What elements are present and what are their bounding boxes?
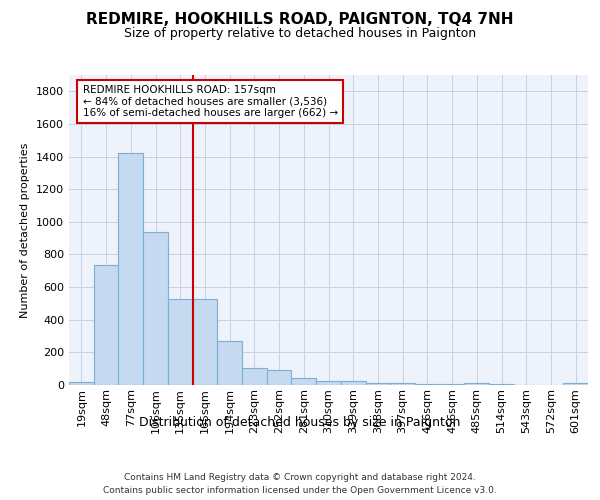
Bar [489,384,514,385]
Bar [69,382,94,385]
Text: Contains HM Land Registry data © Crown copyright and database right 2024.
Contai: Contains HM Land Registry data © Crown c… [103,472,497,494]
Bar [464,384,489,385]
Bar [341,381,365,385]
Bar [365,383,390,385]
Y-axis label: Number of detached properties: Number of detached properties [20,142,31,318]
Text: Distribution of detached houses by size in Paignton: Distribution of detached houses by size … [139,416,461,429]
Bar [292,378,316,385]
Bar [563,383,588,385]
Text: REDMIRE, HOOKHILLS ROAD, PAIGNTON, TQ4 7NH: REDMIRE, HOOKHILLS ROAD, PAIGNTON, TQ4 7… [86,12,514,28]
Bar [193,298,217,385]
Bar [415,384,440,385]
Bar [267,370,292,385]
Bar [143,232,168,385]
Bar [94,265,118,385]
Bar [217,341,242,385]
Bar [242,368,267,385]
Bar [390,384,415,385]
Text: Size of property relative to detached houses in Paignton: Size of property relative to detached ho… [124,28,476,40]
Text: REDMIRE HOOKHILLS ROAD: 157sqm
← 84% of detached houses are smaller (3,536)
16% : REDMIRE HOOKHILLS ROAD: 157sqm ← 84% of … [83,85,338,118]
Bar [440,384,464,385]
Bar [316,381,341,385]
Bar [118,154,143,385]
Bar [168,298,193,385]
